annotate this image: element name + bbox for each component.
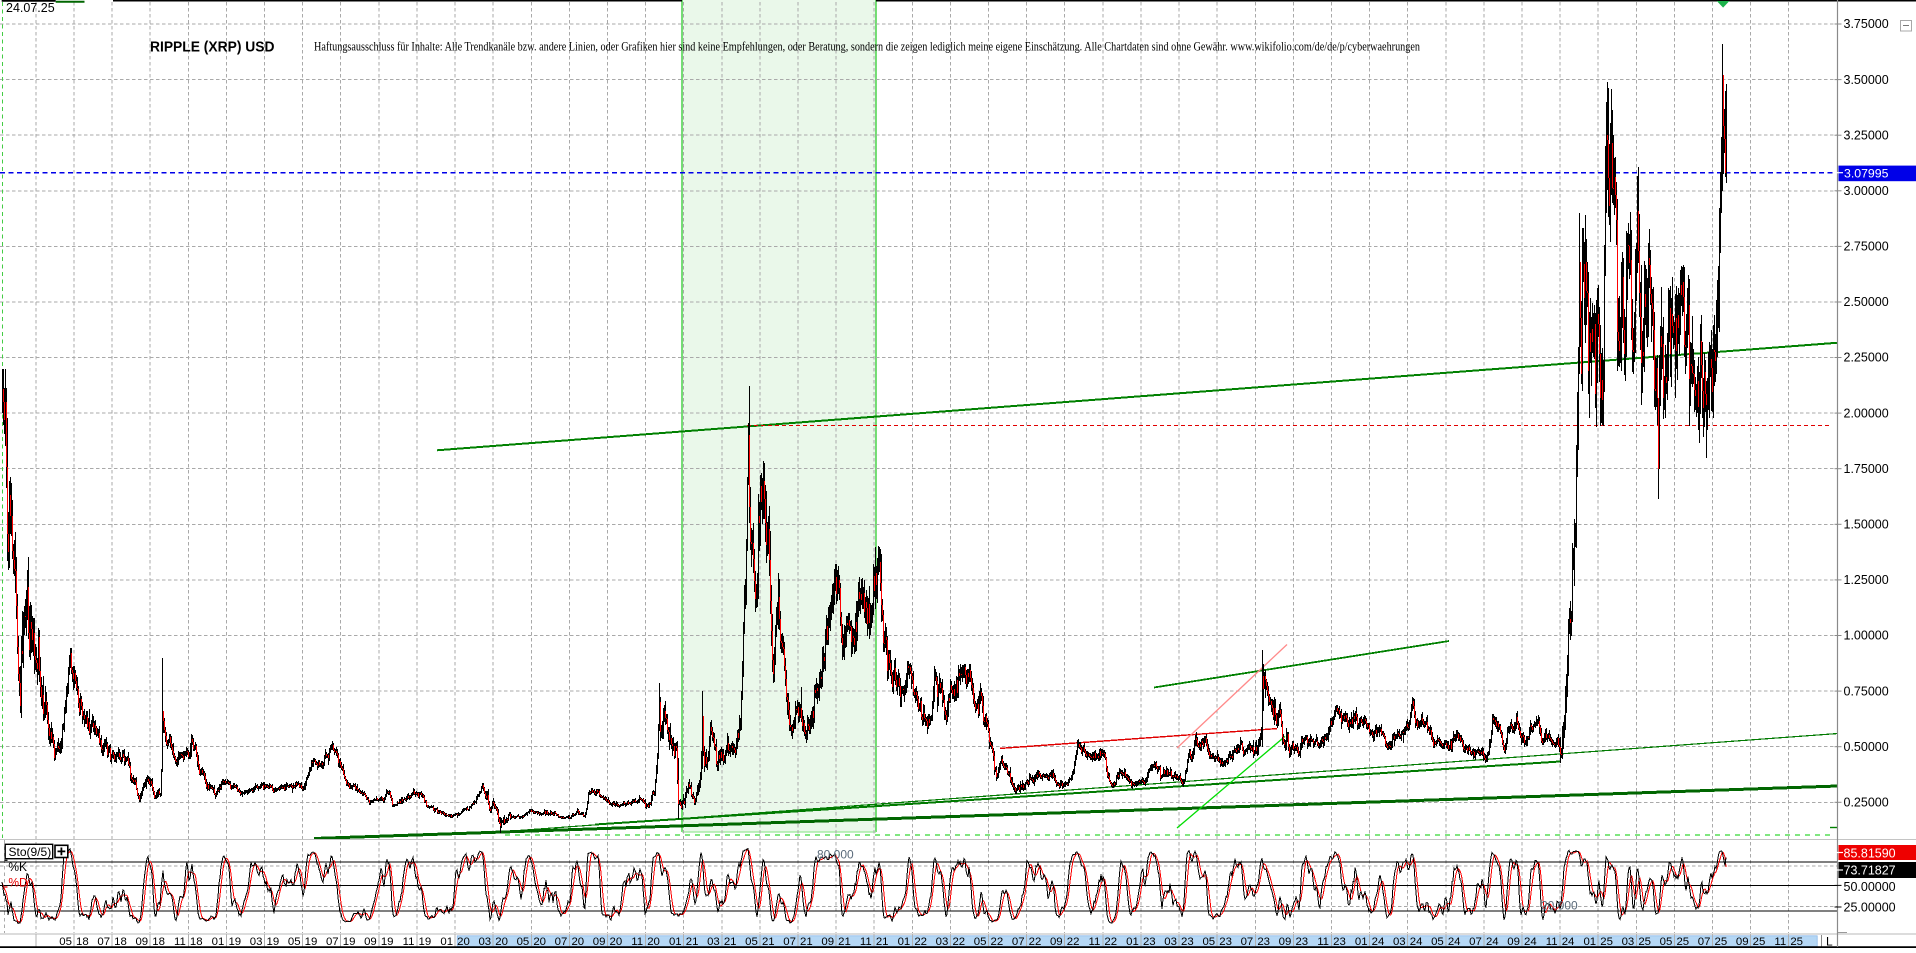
svg-text:1.00000: 1.00000 bbox=[1844, 629, 1889, 643]
svg-text:%K: %K bbox=[8, 860, 27, 874]
svg-text:1.75000: 1.75000 bbox=[1844, 462, 1889, 476]
svg-text:25.00000: 25.00000 bbox=[1844, 901, 1896, 915]
svg-text:2.25000: 2.25000 bbox=[1844, 351, 1889, 365]
svg-text:0.50000: 0.50000 bbox=[1844, 740, 1889, 754]
svg-text:Sto(9/5): Sto(9/5) bbox=[9, 845, 52, 859]
svg-text:0.25000: 0.25000 bbox=[1844, 796, 1889, 810]
svg-text:24.07.25: 24.07.25 bbox=[6, 1, 55, 15]
svg-text:2.50000: 2.50000 bbox=[1844, 295, 1889, 309]
svg-text:1.25000: 1.25000 bbox=[1844, 573, 1889, 587]
svg-text:73.71827: 73.71827 bbox=[1844, 864, 1896, 878]
svg-text:20.000: 20.000 bbox=[1541, 899, 1578, 913]
svg-text:50.00000: 50.00000 bbox=[1844, 880, 1896, 894]
svg-text:3.07995: 3.07995 bbox=[1844, 167, 1889, 181]
svg-text:85.81590: 85.81590 bbox=[1844, 846, 1896, 860]
svg-text:1.50000: 1.50000 bbox=[1844, 518, 1889, 532]
svg-text:3.50000: 3.50000 bbox=[1844, 73, 1889, 87]
svg-text:L: L bbox=[1826, 935, 1833, 949]
svg-text:2.00000: 2.00000 bbox=[1844, 406, 1889, 420]
svg-text:3.75000: 3.75000 bbox=[1844, 17, 1889, 31]
svg-text:%D: %D bbox=[8, 875, 28, 889]
svg-text:3.00000: 3.00000 bbox=[1844, 184, 1889, 198]
svg-text:80.000: 80.000 bbox=[817, 848, 854, 862]
svg-text:RIPPLE (XRP) USD: RIPPLE (XRP) USD bbox=[150, 40, 275, 56]
svg-text:Haftungsausschluss für Inhalte: Haftungsausschluss für Inhalte: Alle Tre… bbox=[314, 40, 1420, 54]
svg-text:0.75000: 0.75000 bbox=[1844, 684, 1889, 698]
svg-text:2.75000: 2.75000 bbox=[1844, 240, 1889, 254]
svg-text:3.25000: 3.25000 bbox=[1844, 128, 1889, 142]
